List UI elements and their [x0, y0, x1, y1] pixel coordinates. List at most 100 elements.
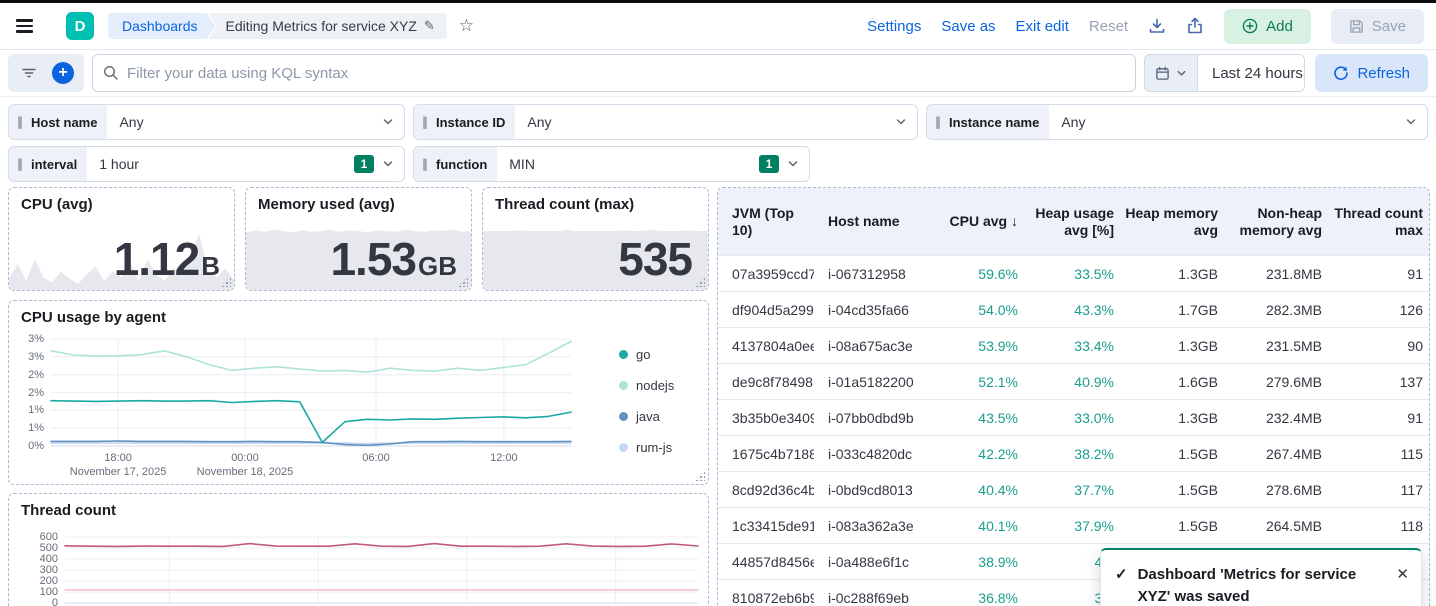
table-cell: 8cd92d36c4b: [732, 481, 814, 498]
resize-handle[interactable]: [694, 276, 705, 287]
drag-handle-icon[interactable]: ∥: [422, 115, 429, 129]
table-row[interactable]: 1c33415de91 i-083a362a3e 40.1% 37.9% 1.5GB 26…: [718, 507, 1429, 543]
panel-title: Thread count (max): [495, 196, 635, 213]
add-control-button[interactable]: +: [48, 58, 78, 88]
control-interval[interactable]: ∥ interval 1 hour 1: [8, 146, 405, 182]
column-header[interactable]: Heap usage avg [%]: [1024, 205, 1120, 239]
calendar-icon: [1156, 66, 1169, 80]
control-host-name[interactable]: ∥ Host name Any: [8, 104, 405, 140]
drag-handle-icon[interactable]: ∥: [17, 115, 24, 129]
column-header[interactable]: CPU avg ↓: [934, 213, 1024, 230]
chevron-down-icon: [896, 119, 906, 125]
drag-handle-icon[interactable]: ∥: [422, 157, 429, 171]
y-axis-tick-label: 2%: [28, 368, 44, 381]
table-cell: 264.5MB: [1265, 517, 1322, 534]
table-row[interactable]: 3b35b0e3409 i-07bb0dbd9b 43.5% 33.0% 1.3GB 23…: [718, 399, 1429, 435]
add-button[interactable]: Add: [1224, 8, 1311, 44]
control-instance-id-value: Any: [527, 114, 552, 130]
table-row[interactable]: 07a3959ccd7 i-067312958 59.6% 33.5% 1.3GB 231…: [718, 255, 1429, 291]
y-axis-tick-label: 100: [39, 586, 58, 598]
kql-search-input[interactable]: [127, 64, 1125, 82]
table-cell: 90: [1407, 337, 1423, 354]
save-button[interactable]: Save: [1330, 8, 1424, 44]
breadcrumb-current[interactable]: Editing Metrics for service XYZ ✎: [208, 13, 447, 39]
column-header-label: Heap usage avg [%]: [1035, 204, 1114, 238]
drag-handle-icon[interactable]: ∥: [17, 157, 24, 171]
breadcrumb: Dashboards Editing Metrics for service X…: [108, 13, 447, 39]
column-header[interactable]: Thread count max: [1328, 205, 1429, 239]
control-instance-name[interactable]: ∥ Instance name Any: [926, 104, 1428, 140]
time-picker: Last 24 hours: [1144, 54, 1306, 92]
breadcrumb-dashboards[interactable]: Dashboards: [108, 13, 216, 39]
y-axis-tick-label: 3%: [28, 333, 44, 345]
edit-pencil-icon[interactable]: ✎: [423, 18, 435, 33]
legend-item-rum-js[interactable]: rum-js: [619, 440, 674, 455]
share-icon[interactable]: [1186, 17, 1204, 35]
y-axis-tick-label: 600: [39, 531, 58, 543]
column-header[interactable]: Non-heap memory avg: [1224, 205, 1328, 239]
table-row[interactable]: de9c8f78498 i-01a5182200 52.1% 40.9% 1.6GB 27…: [718, 363, 1429, 399]
column-header[interactable]: Heap memory avg: [1120, 205, 1224, 239]
legend-item-go[interactable]: go: [619, 347, 674, 362]
toast-close-icon[interactable]: ✕: [1396, 566, 1409, 583]
table-cell: 42.2%: [978, 445, 1018, 462]
table-row[interactable]: 8cd92d36c4b i-0bd9cd8013 40.4% 37.7% 1.5GB 27…: [718, 471, 1429, 507]
table-cell: 38.2%: [1074, 445, 1114, 462]
refresh-button[interactable]: Refresh: [1315, 54, 1428, 92]
settings-link[interactable]: Settings: [867, 17, 922, 35]
x-axis-tick-label: 12:00: [490, 452, 518, 464]
legend-dot-icon: [619, 443, 628, 452]
menu-hamburger-icon[interactable]: [16, 12, 44, 40]
table-cell: 1675c4b7188: [732, 445, 814, 462]
panel-title: CPU (avg): [21, 196, 93, 213]
column-header[interactable]: Host name: [814, 213, 934, 230]
kql-search-box[interactable]: [92, 54, 1136, 92]
panel-cpu-usage-by-agent[interactable]: CPU usage by agent 3% 3% 2% 2% 1% 1% 0% 18:00 No…: [8, 300, 709, 485]
save-as-link[interactable]: Save as: [941, 17, 996, 35]
legend-item-nodejs[interactable]: nodejs: [619, 378, 674, 393]
control-function-label: ∥ function: [414, 147, 498, 181]
resize-handle[interactable]: [694, 470, 705, 481]
table-cell: 43.3%: [1074, 301, 1114, 318]
table-row[interactable]: 4137804a0ee i-08a675ac3e 53.9% 33.4% 1.3GB 23…: [718, 327, 1429, 363]
panel-memory-used-avg[interactable]: Memory used (avg) 1.53 GB: [245, 187, 472, 291]
table-row[interactable]: 1675c4b7188 i-033c4820dc 42.2% 38.2% 1.5GB 26…: [718, 435, 1429, 471]
table-cell: 36.8%: [978, 589, 1018, 606]
resize-handle[interactable]: [457, 276, 468, 287]
table-cell: 118: [1400, 517, 1423, 534]
metric-value: 535: [618, 233, 693, 285]
panel-jvm-table[interactable]: JVM (Top 10) Host name CPU avg ↓ Heap usage…: [717, 187, 1430, 606]
reset-link[interactable]: Reset: [1088, 17, 1129, 35]
y-axis-tick-label: 1%: [28, 422, 44, 435]
panel-thread-count-max[interactable]: Thread count (max) 535: [482, 187, 709, 291]
control-interval-label: ∥ interval: [9, 147, 88, 181]
add-filter-icon[interactable]: [14, 58, 44, 88]
table-cell: 33.0%: [1074, 409, 1114, 426]
control-instance-id[interactable]: ∥ Instance ID Any: [413, 104, 918, 140]
resize-handle[interactable]: [220, 276, 231, 287]
metric-sparkline: [9, 234, 234, 290]
table-cell: 52.1%: [978, 373, 1018, 390]
download-icon[interactable]: [1148, 17, 1166, 35]
table-row[interactable]: df904d5a299 i-04cd35fa66 54.0% 43.3% 1.7GB 28…: [718, 291, 1429, 327]
table-cell: 37.9%: [1074, 517, 1114, 534]
add-button-label: Add: [1266, 17, 1293, 35]
legend-item-java[interactable]: java: [619, 409, 674, 424]
panel-thread-count[interactable]: Thread count 600 500 400 300 200 100 0: [8, 493, 709, 606]
y-axis-tick-label: 0: [51, 597, 58, 606]
panel-cpu-avg[interactable]: CPU (avg) 1.12 B: [8, 187, 235, 291]
table-cell: 1.3GB: [1178, 409, 1218, 426]
column-header[interactable]: JVM (Top 10): [718, 205, 814, 239]
app-logo[interactable]: D: [66, 12, 94, 40]
drag-handle-icon[interactable]: ∥: [935, 115, 942, 129]
table-cell: 1.5GB: [1178, 517, 1218, 534]
calendar-menu-button[interactable]: [1145, 55, 1198, 91]
chart-legend: go nodejs java rum-js: [619, 347, 674, 455]
table-cell: i-0c288f69eb: [828, 589, 909, 606]
table-cell: i-083a362a3e: [828, 517, 914, 534]
table-cell: 810872eb6b9: [732, 589, 814, 606]
time-range-value[interactable]: Last 24 hours: [1198, 55, 1305, 91]
control-function[interactable]: ∥ function MIN 1: [413, 146, 810, 182]
exit-edit-link[interactable]: Exit edit: [1015, 17, 1069, 35]
favorite-star-icon[interactable]: ☆: [458, 16, 475, 35]
